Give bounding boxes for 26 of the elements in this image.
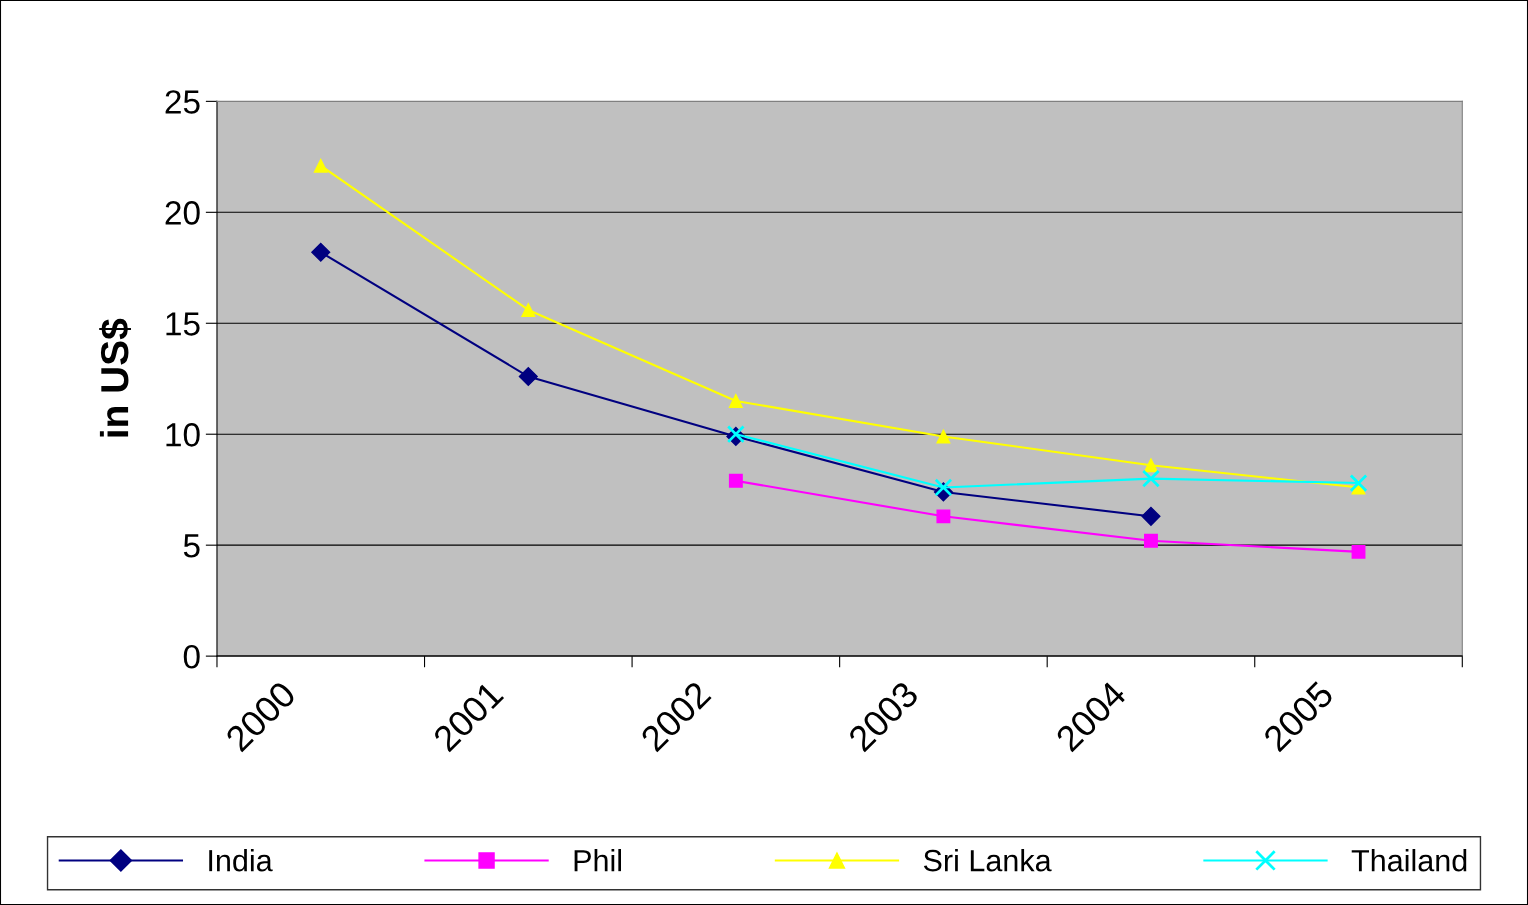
point — [518, 366, 538, 387]
legend-label: Sri Lanka — [923, 849, 1052, 872]
point — [521, 303, 536, 317]
y-tick-label: 15 — [166, 312, 200, 336]
y-tick-label: 0 — [183, 644, 200, 669]
y-tick-label: 25 — [165, 90, 200, 114]
y-tick-label: 20 — [165, 201, 200, 225]
point — [728, 473, 743, 488]
point — [934, 478, 953, 497]
point — [1144, 458, 1158, 473]
legend-label: Phil — [574, 849, 622, 872]
point — [728, 393, 743, 408]
point — [936, 509, 951, 524]
y-tick-label: 10 — [166, 423, 200, 447]
y-tick-label: 5 — [183, 534, 200, 558]
point — [1349, 474, 1368, 493]
point — [1141, 506, 1161, 526]
legend-label: India — [209, 849, 273, 872]
point — [1351, 544, 1366, 559]
point — [1141, 469, 1160, 488]
point — [313, 158, 328, 173]
legend-label: Thailand — [1351, 849, 1467, 872]
point — [936, 429, 951, 444]
point — [1144, 533, 1158, 548]
point — [311, 242, 331, 262]
y-axis-title: in US$ — [99, 318, 131, 437]
